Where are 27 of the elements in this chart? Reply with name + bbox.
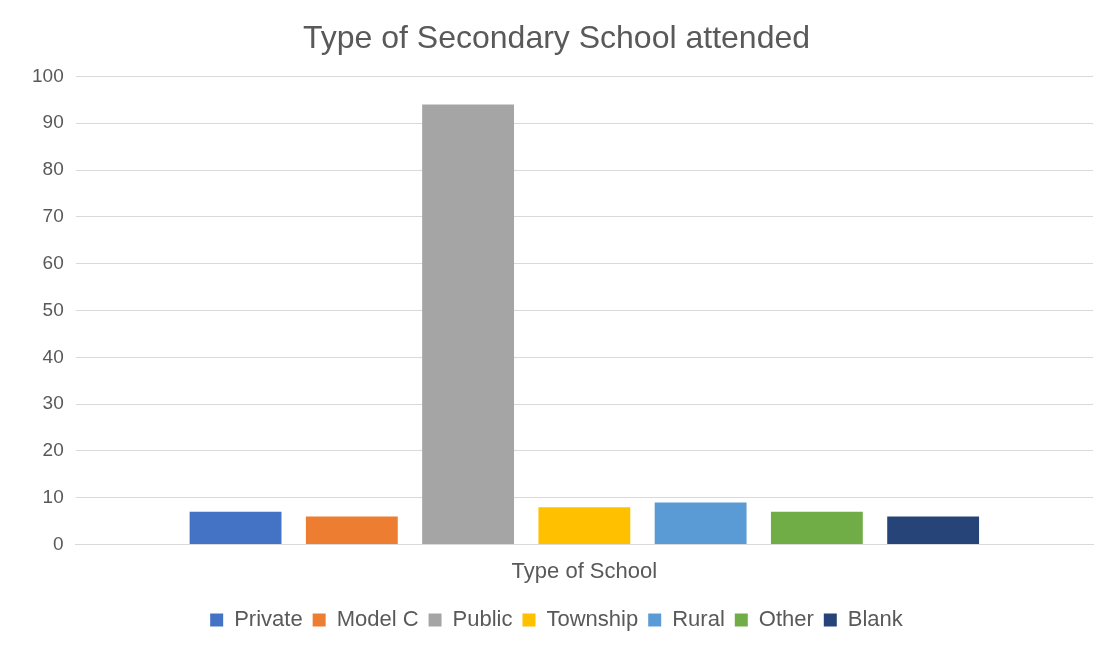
- bar: [305, 516, 398, 545]
- legend-label: Township: [546, 606, 639, 632]
- legend-label: Other: [758, 606, 814, 632]
- y-tick-label: 90: [42, 111, 64, 133]
- legend-label: Rural: [672, 606, 725, 632]
- bar: [189, 511, 282, 545]
- y-tick-label: 80: [42, 158, 64, 180]
- bar: [422, 104, 515, 545]
- legend-label: Public: [452, 606, 513, 632]
- y-tick-label: 50: [42, 298, 64, 320]
- y-tick-label: 100: [32, 64, 64, 86]
- y-tick-label: 30: [42, 392, 64, 414]
- y-tick-label: 60: [42, 251, 64, 273]
- y-tick-label: 40: [42, 345, 64, 367]
- bar: [887, 516, 980, 545]
- legend-label: Private: [234, 606, 303, 632]
- chart-title: Type of Secondary School attended: [302, 19, 811, 56]
- legend-label: Blank: [847, 606, 904, 632]
- legend-label: Model C: [336, 606, 419, 632]
- bar: [770, 511, 863, 545]
- bar: [654, 502, 747, 545]
- y-tick-label: 20: [42, 439, 64, 461]
- bar: [538, 507, 631, 545]
- x-tick-label: Type of School: [511, 557, 658, 583]
- y-tick-label: 70: [42, 205, 64, 227]
- y-tick-label: 0: [53, 532, 64, 554]
- y-tick-label: 10: [42, 486, 64, 508]
